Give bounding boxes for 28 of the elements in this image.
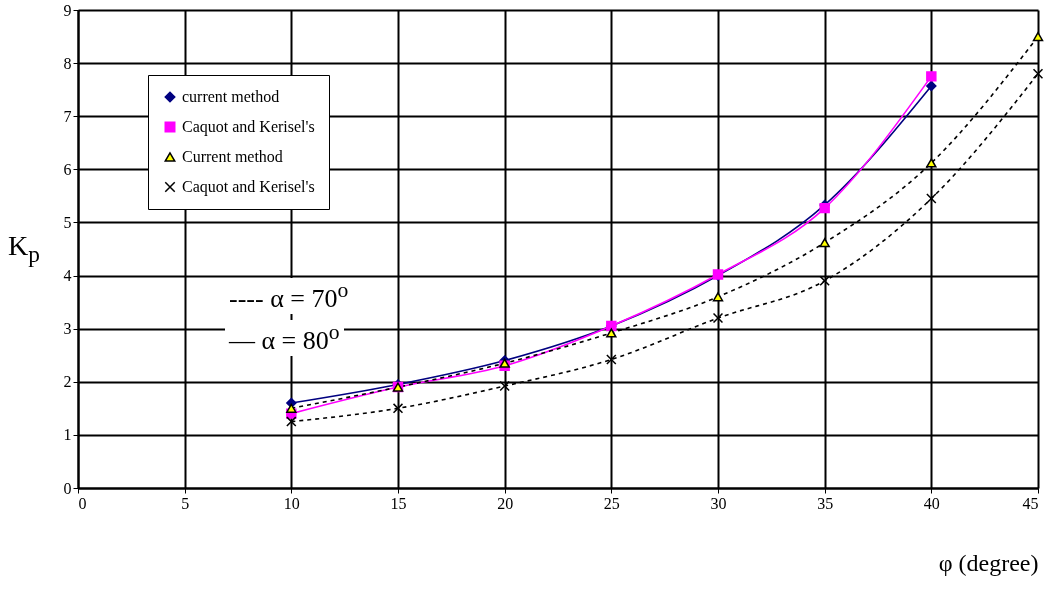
legend-label: Caquot and Kerisel's bbox=[182, 118, 315, 136]
x-tick-label: 5 bbox=[181, 494, 190, 512]
legend-label: current method bbox=[182, 88, 280, 105]
x-tick-label: 20 bbox=[497, 494, 514, 512]
x-axis-title: φ (degree) bbox=[938, 549, 1039, 576]
x-tick-label: 25 bbox=[603, 494, 620, 512]
annotation: ---- α = 70$^{o}$ bbox=[225, 278, 353, 314]
y-tick-label: 7 bbox=[63, 107, 72, 125]
y-tick-label: 0 bbox=[63, 479, 72, 497]
x-tick-label: 40 bbox=[923, 494, 940, 512]
y-tick-label: 4 bbox=[63, 267, 72, 285]
y-tick-label: 1 bbox=[63, 426, 72, 444]
x-tick-label: 45 bbox=[1022, 494, 1039, 512]
y-tick-label: 3 bbox=[63, 320, 72, 338]
y-axis-title: K$_{p}$ bbox=[8, 230, 40, 268]
legend-label: Current method bbox=[182, 148, 283, 165]
x-tick-label: 10 bbox=[283, 494, 300, 512]
x-tick-label: 30 bbox=[710, 494, 727, 512]
x-tick-label: 15 bbox=[390, 494, 407, 512]
y-tick-label: 5 bbox=[63, 213, 72, 231]
y-tick-label: 8 bbox=[63, 54, 72, 72]
y-tick-label: 2 bbox=[63, 373, 72, 391]
y-tick-label: 9 bbox=[63, 1, 72, 19]
x-tick-label: 35 bbox=[817, 494, 834, 512]
legend-label: Caquot and Kerisel's bbox=[182, 178, 315, 196]
annotation: — α = 80$^{o}$ bbox=[225, 320, 344, 356]
x-tick-label: 0 bbox=[78, 494, 87, 512]
y-tick-label: 6 bbox=[63, 160, 72, 178]
